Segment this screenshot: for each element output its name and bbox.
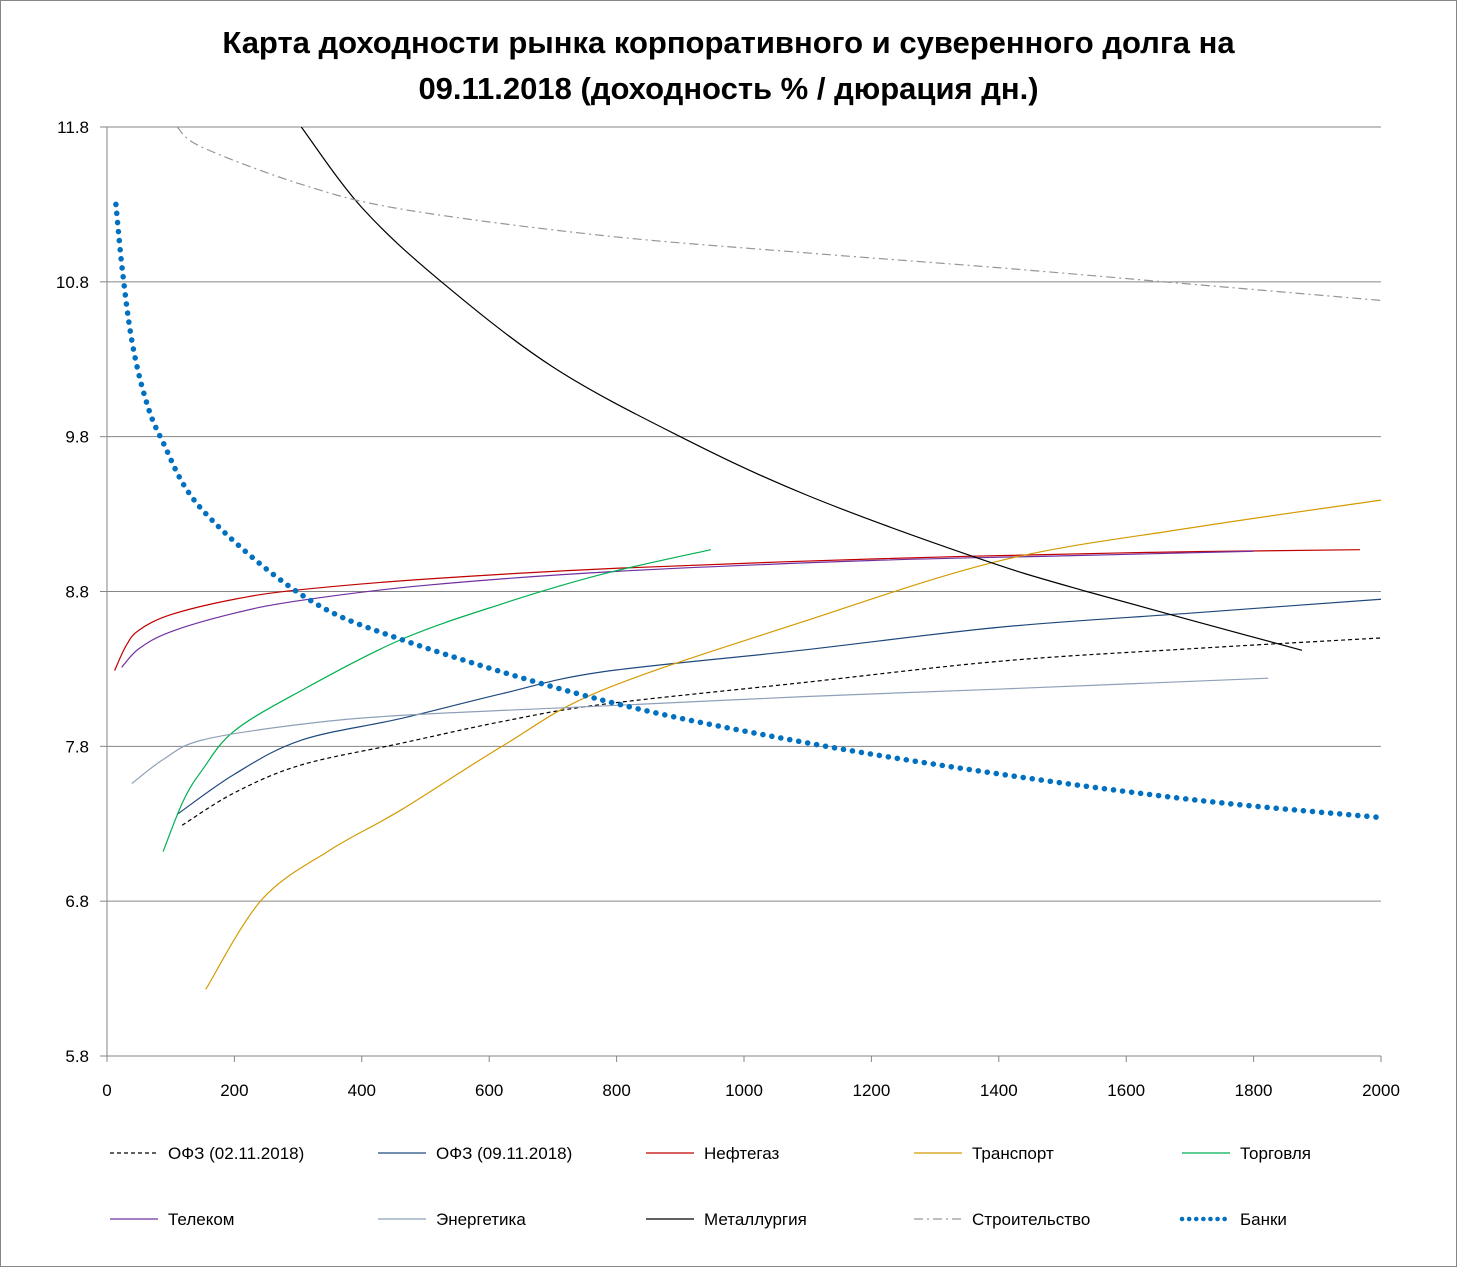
x-tick-label: 1600 xyxy=(1107,1081,1145,1100)
legend-label-6: Энергетика xyxy=(436,1210,526,1229)
series-line-4 xyxy=(162,549,712,852)
legend-label-4: Торговля xyxy=(1240,1144,1311,1163)
series-line-0 xyxy=(181,637,1382,826)
x-tick-label: 600 xyxy=(475,1081,503,1100)
x-tick-label: 1200 xyxy=(852,1081,890,1100)
chart-title: Карта доходности рынка корпоративного и … xyxy=(0,20,1457,112)
series-line-1 xyxy=(176,598,1382,815)
legend: ОФЗ (02.11.2018) ОФЗ (09.11.2018) Нефтегаз… xyxy=(110,1144,1311,1229)
legend-label-1: ОФЗ (09.11.2018) xyxy=(436,1144,572,1163)
x-tick-label: 400 xyxy=(348,1081,376,1100)
y-tick-label: 9.8 xyxy=(65,428,89,447)
y-tick-label: 7.8 xyxy=(65,737,89,756)
y-tick-label: 11.8 xyxy=(57,118,89,137)
legend-label-3: Транспорт xyxy=(972,1144,1054,1163)
y-tick-label: 10.8 xyxy=(56,273,89,292)
chart-title-line-2: 09.11.2018 (доходность % / дюрация дн.) xyxy=(418,71,1039,106)
chart-title-line-1: Карта доходности рынка корпоративного и … xyxy=(222,25,1235,60)
y-tick-label: 8.8 xyxy=(65,583,89,602)
series-line-3 xyxy=(205,499,1382,990)
series-line-2 xyxy=(114,549,1360,671)
series-line-8 xyxy=(176,127,1382,302)
x-tick-label: 1400 xyxy=(980,1081,1018,1100)
x-tick-label: 1800 xyxy=(1235,1081,1273,1100)
x-tick-label: 1000 xyxy=(725,1081,763,1100)
legend-label-2: Нефтегаз xyxy=(704,1144,779,1163)
series-line-7 xyxy=(300,127,1303,651)
x-tick-label: 800 xyxy=(602,1081,630,1100)
legend-label-5: Телеком xyxy=(168,1210,234,1229)
legend-label-8: Строительство xyxy=(972,1210,1090,1229)
series-line-9 xyxy=(113,201,1384,821)
legend-label-0: ОФЗ (02.11.2018) xyxy=(168,1144,304,1163)
series-line-6 xyxy=(131,677,1269,784)
x-tick-label: 2000 xyxy=(1362,1081,1400,1100)
x-tick-label: 200 xyxy=(220,1081,248,1100)
legend-label-7: Металлургия xyxy=(704,1210,807,1229)
axes: 5.8 6.8 7.8 8.8 9.8 10.8 11.8 0 200 400 600 800 1000… xyxy=(56,118,1400,1100)
y-tick-label: 6.8 xyxy=(65,892,89,911)
y-tick-label: 5.8 xyxy=(65,1047,89,1066)
series-line-5 xyxy=(121,550,1254,668)
legend-label-9: Банки xyxy=(1240,1210,1287,1229)
gridlines xyxy=(107,126,1381,902)
x-tick-label: 0 xyxy=(102,1081,111,1100)
series-lines xyxy=(113,127,1384,990)
